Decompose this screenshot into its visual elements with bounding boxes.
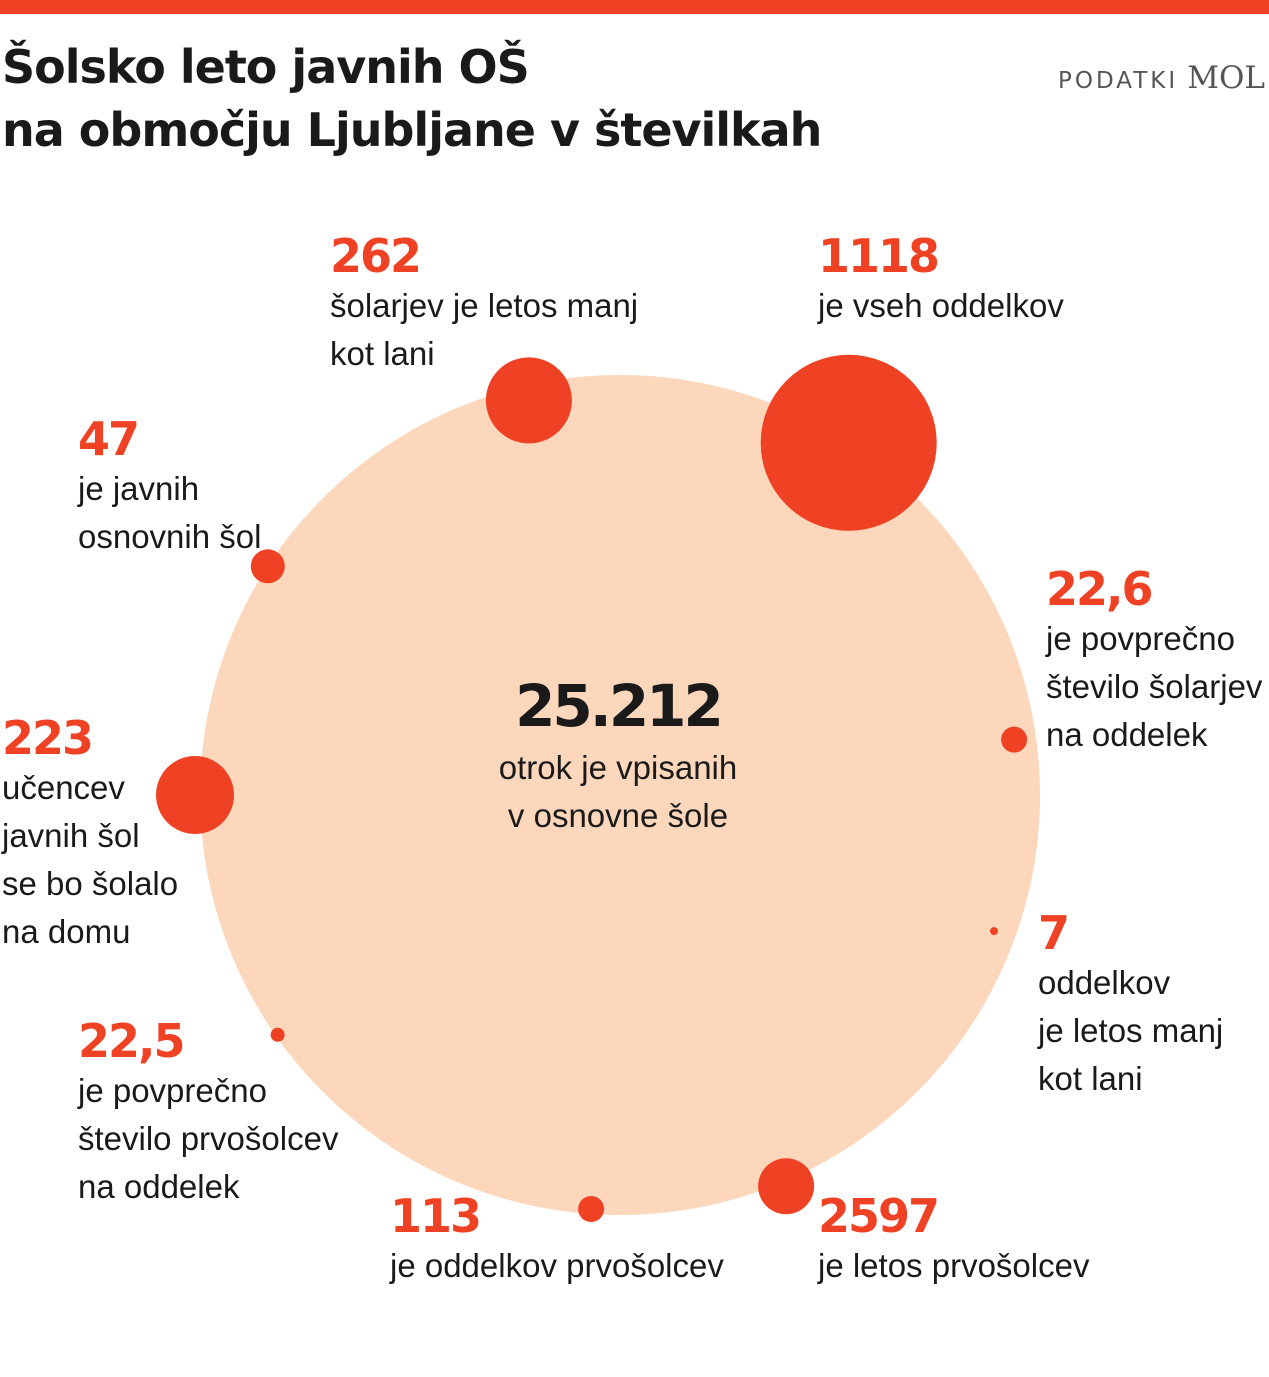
stat-javnih-sol: 47 je javnih osnovnih šol xyxy=(78,413,261,561)
stat-value: 7 xyxy=(1038,906,1070,960)
stat-oddelkov-manj: 7 oddelkov je letos manj kot lani xyxy=(1038,907,1223,1103)
stat-label: učencev javnih šol se bo šolalo na domu xyxy=(2,769,179,950)
stat-oddelkov-prvosolcev: 113 je oddelkov prvošolcev xyxy=(390,1190,724,1290)
stat-povprecno-solarjev: 22,6 je povprečno število šolarjev na od… xyxy=(1046,563,1262,759)
stat-label: šolarjev je letos manj kot lani xyxy=(330,287,639,372)
stat-label: je vseh oddelkov xyxy=(818,287,1064,324)
stat-value: 1118 xyxy=(818,229,940,283)
stat-value: 223 xyxy=(2,711,94,765)
stat-label: je oddelkov prvošolcev xyxy=(390,1247,724,1284)
stat-value: 47 xyxy=(78,412,140,466)
source-credit: PODATKI MOL xyxy=(1058,60,1265,96)
source-org: MOL xyxy=(1187,60,1265,96)
center-stat-value: 25.212 xyxy=(515,672,724,740)
title-line-2: na območju Ljubljane v številkah xyxy=(2,103,822,157)
main-circle xyxy=(200,375,1040,1215)
bubble-javnih-sol xyxy=(250,549,285,584)
stat-solarjev-manj: 262 šolarjev je letos manj kot lani xyxy=(330,230,638,378)
bubble-povprecno-prvosolcev xyxy=(270,1027,285,1042)
stat-povprecno-prvosolcev: 22,5 je povprečno število prvošolcev na … xyxy=(78,1015,338,1211)
source-label: PODATKI xyxy=(1058,68,1179,94)
top-accent-bar xyxy=(0,0,1269,14)
stat-prvosolcev: 2597 je letos prvošolcev xyxy=(818,1190,1089,1290)
stat-label: je javnih osnovnih šol xyxy=(78,470,262,555)
bubble-prvosolcev xyxy=(758,1158,815,1215)
bubble-oddelkov-prvosolcev xyxy=(578,1196,605,1222)
page-title: Šolsko leto javnih OŠ na območju Ljublja… xyxy=(2,36,822,162)
bubble-solanje-doma xyxy=(156,756,234,834)
stat-value: 22,6 xyxy=(1046,562,1154,616)
bubble-oddelkov-manj xyxy=(990,927,998,936)
stat-value: 22,5 xyxy=(78,1014,186,1068)
stat-label: je povprečno število prvošolcev na oddel… xyxy=(78,1072,339,1205)
stat-value: 2597 xyxy=(818,1189,940,1243)
bubble-povprecno-solarjev xyxy=(1001,726,1028,753)
stat-label: je letos prvošolcev xyxy=(818,1247,1090,1284)
title-line-1: Šolsko leto javnih OŠ xyxy=(2,40,530,94)
stat-value: 113 xyxy=(390,1189,482,1243)
stat-label: je povprečno število šolarjev na oddelek xyxy=(1046,620,1263,753)
bubble-vseh-oddelkov xyxy=(760,354,937,531)
stat-label: oddelkov je letos manj kot lani xyxy=(1038,964,1224,1097)
stat-bubbles xyxy=(156,354,1028,1222)
stat-vseh-oddelkov: 1118 je vseh oddelkov xyxy=(818,230,1064,330)
center-stat: 25.212 otrok je vpisanih v osnovne šole xyxy=(418,668,818,840)
stat-value: 262 xyxy=(330,229,422,283)
center-stat-label: otrok je vpisanih v osnovne šole xyxy=(498,749,738,834)
stat-solanje-doma: 223 učencev javnih šol se bo šolalo na d… xyxy=(2,712,178,956)
bubble-solarjev-manj xyxy=(485,357,572,444)
